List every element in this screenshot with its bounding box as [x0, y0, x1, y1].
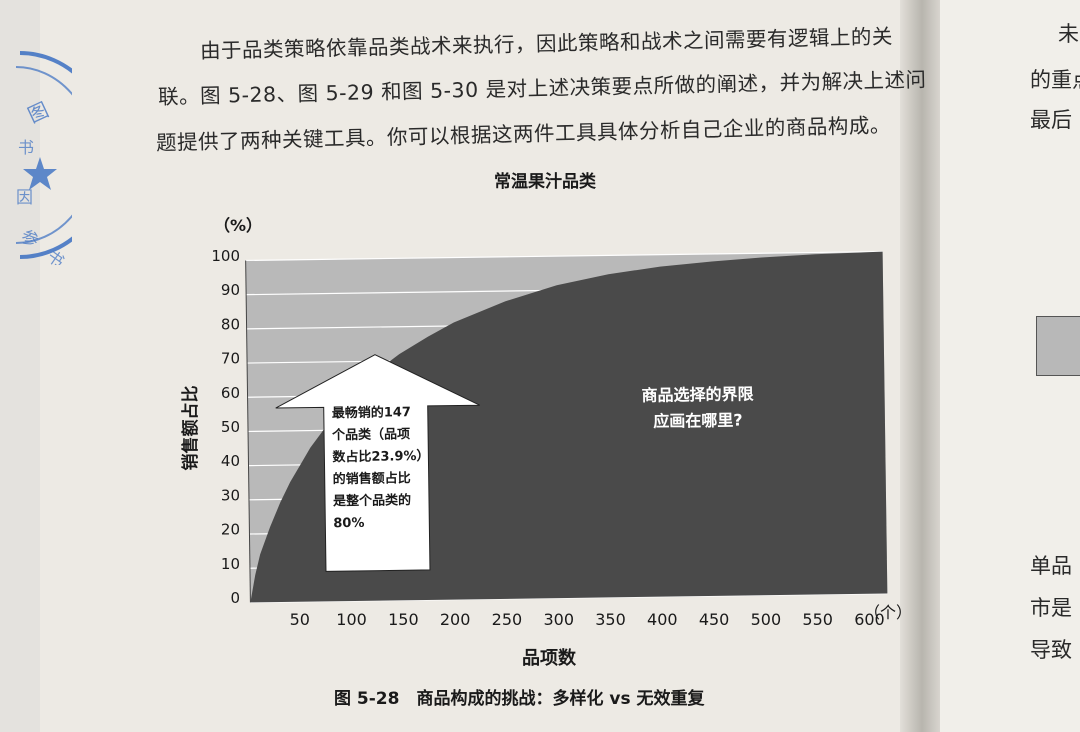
right-page-line-5: 导致: [1030, 638, 1072, 662]
chart-title: 常温果汁品类: [494, 171, 597, 192]
y-tick-70: 70: [221, 350, 240, 368]
x-tick-200: 200: [440, 610, 471, 629]
x-tick-labels: 50 100 150 200 250 300 350 400 450 500 550 600: [290, 610, 885, 629]
arrow-text-line: 80%: [333, 516, 364, 531]
arrow-text-line: 的销售额占比: [333, 470, 411, 487]
grid-line-y-100: [245, 250, 883, 262]
y-tick-40: 40: [221, 452, 240, 470]
right-page-line-2: 最后: [1030, 108, 1072, 132]
arrow-text-line: 最畅销的147: [332, 404, 411, 421]
right-page-figure-fragment: [1036, 316, 1080, 376]
x-tick-350: 350: [595, 610, 626, 629]
arrow-shape: [275, 354, 480, 572]
figure-caption: 图 5-28 商品构成的挑战：多样化 vs 无效重复: [334, 689, 705, 709]
y-tick-0: 0: [230, 589, 240, 607]
x-axis-label: 品项数: [522, 647, 577, 669]
x-tick-500: 500: [751, 610, 782, 629]
right-page-line-1: 的重点: [1030, 68, 1080, 92]
x-tick-250: 250: [492, 610, 523, 629]
question-text-line: 应画在哪里?: [653, 411, 743, 431]
question-text-line: 商品选择的界限: [641, 384, 754, 405]
x-axis-unit: （个）: [864, 603, 912, 622]
x-tick-300: 300: [543, 610, 574, 629]
x-tick-150: 150: [388, 610, 419, 629]
y-tick-50: 50: [221, 418, 240, 436]
right-page-line-0: 未: [1058, 22, 1079, 46]
y-tick-60: 60: [221, 384, 240, 402]
x-tick-600: 600: [854, 610, 885, 629]
y-tick-10: 10: [221, 555, 240, 573]
y-tick-90: 90: [221, 281, 240, 299]
y-tick-20: 20: [221, 521, 240, 539]
y-tick-labels: 0 10 20 30 40 50 60 70 80 90 100: [211, 247, 240, 607]
x-tick-100: 100: [336, 610, 367, 629]
book-gutter: [900, 0, 940, 732]
x-tick-50: 50: [290, 610, 310, 629]
x-tick-450: 450: [699, 610, 730, 629]
svg-text:因: 因: [16, 188, 33, 208]
y-axis-unit: （%）: [214, 216, 262, 235]
left-page-edge: [0, 0, 40, 732]
y-axis-line: [245, 260, 251, 603]
svg-text:参: 参: [18, 227, 41, 252]
y-tick-30: 30: [221, 486, 240, 504]
arrow-text-line: 是整个品类的: [332, 492, 411, 509]
arrow-text-line: 个品类（品项: [331, 426, 410, 443]
y-tick-100: 100: [211, 247, 240, 265]
right-page-line-3: 单品: [1030, 554, 1072, 578]
x-tick-550: 550: [802, 610, 833, 629]
arrow-text-line: 数占比23.9%）: [332, 448, 429, 465]
x-tick-400: 400: [647, 610, 678, 629]
y-tick-80: 80: [221, 315, 240, 333]
right-page-line-4: 市是: [1030, 596, 1072, 620]
svg-text:书: 书: [18, 138, 34, 157]
y-axis-label: 销售额占比: [180, 386, 201, 471]
library-stamp: 图 书 因 参 书: [15, 51, 72, 265]
